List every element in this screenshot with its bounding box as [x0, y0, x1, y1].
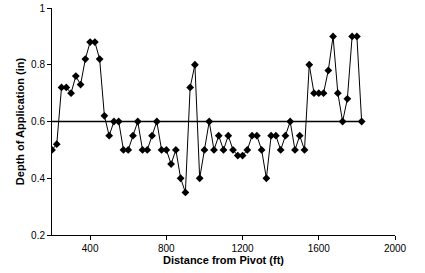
svg-text:0.6: 0.6	[31, 116, 45, 127]
svg-text:400: 400	[82, 243, 99, 254]
svg-text:0.8: 0.8	[31, 59, 45, 70]
svg-text:1200: 1200	[231, 243, 254, 254]
svg-text:Distance from Pivot (ft): Distance from Pivot (ft)	[163, 254, 284, 266]
svg-text:0.4: 0.4	[31, 173, 45, 184]
svg-text:2000: 2000	[384, 243, 407, 254]
svg-text:800: 800	[158, 243, 175, 254]
svg-text:1: 1	[39, 3, 45, 14]
svg-text:1600: 1600	[308, 243, 331, 254]
svg-text:Depth of Application (in): Depth of Application (in)	[14, 58, 26, 186]
svg-text:0.2: 0.2	[31, 230, 45, 241]
